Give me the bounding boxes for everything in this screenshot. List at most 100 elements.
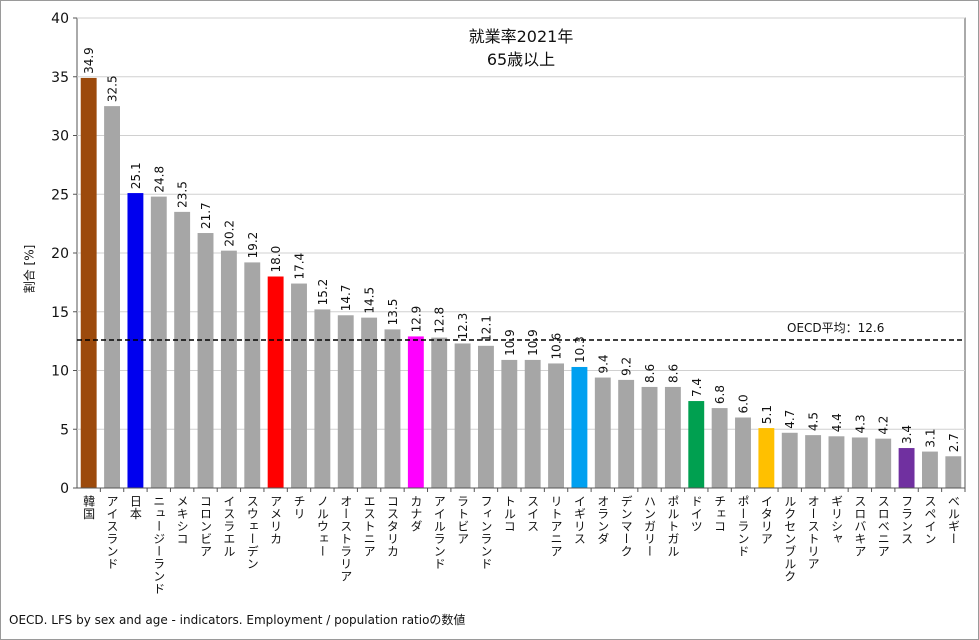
data-label-8: 19.2 <box>246 232 260 259</box>
chart-title: 就業率2021年 <box>468 27 574 46</box>
x-tick-label-8: スウェーデン <box>245 495 259 570</box>
data-label-19: 10.9 <box>503 329 517 356</box>
x-tick-label-24: デンマーク <box>619 495 633 558</box>
x-tick-label-29: ポーランド <box>736 495 750 558</box>
data-label-26: 8.6 <box>666 364 680 383</box>
x-tick-label-20: スイス <box>526 495 540 533</box>
x-tick-label-36: フランス <box>900 495 914 545</box>
bar-8 <box>244 262 261 488</box>
data-label-27: 7.4 <box>690 378 704 397</box>
x-tick-label-1: 韓国 <box>82 495 96 520</box>
x-tick-label-38: ベルギー <box>946 495 960 545</box>
bar-23 <box>594 377 611 488</box>
bar-35 <box>875 438 892 488</box>
bar-13 <box>361 317 378 488</box>
data-label-28: 6.8 <box>713 385 727 404</box>
bar-14 <box>384 329 401 488</box>
x-tick-label-7: イスラエル <box>222 495 236 558</box>
y-tick-label: 15 <box>51 305 69 321</box>
x-tick-label-11: ノルウェー <box>315 495 329 558</box>
x-tick-label-27: ドイツ <box>689 495 703 533</box>
bar-22 <box>571 366 588 488</box>
bar-28 <box>711 408 728 488</box>
bar-5 <box>174 211 191 488</box>
data-label-30: 5.1 <box>760 405 774 424</box>
x-tick-label-4: ニュージーランド <box>152 495 166 595</box>
bar-32 <box>805 435 822 488</box>
bar-2 <box>104 106 120 488</box>
y-tick-label: 5 <box>60 422 69 438</box>
y-tick-label: 10 <box>51 364 69 380</box>
x-tick-label-3: 日本 <box>128 495 142 520</box>
data-label-21: 10.6 <box>550 333 564 360</box>
bar-11 <box>314 309 331 488</box>
y-tick-label: 30 <box>51 129 69 145</box>
data-label-34: 4.3 <box>853 414 867 433</box>
x-tick-label-33: ギリシャ <box>829 495 843 545</box>
data-label-29: 6.0 <box>737 394 751 413</box>
bar-31 <box>781 432 798 488</box>
data-label-13: 14.5 <box>363 287 377 314</box>
oecd-average-label: OECD平均：12.6 <box>787 321 885 335</box>
bar-29 <box>735 417 751 488</box>
x-tick-label-14: コスタリカ <box>385 495 399 558</box>
data-label-5: 23.5 <box>176 181 190 208</box>
bar-37 <box>922 451 938 488</box>
data-label-11: 15.2 <box>316 279 330 306</box>
x-tick-label-18: フィンランド <box>479 495 493 570</box>
x-tick-label-9: アメリカ <box>269 495 283 545</box>
data-label-18: 12.1 <box>479 315 493 342</box>
data-label-20: 10.9 <box>526 329 540 356</box>
bar-4 <box>150 196 167 488</box>
data-label-35: 4.2 <box>877 416 891 435</box>
y-tick-label: 40 <box>51 11 69 27</box>
data-label-10: 17.4 <box>293 253 307 280</box>
data-label-22: 10.3 <box>573 336 587 363</box>
x-tick-label-15: カナダ <box>409 495 423 533</box>
bar-6 <box>197 233 214 488</box>
bar-7 <box>220 250 237 488</box>
bar-10 <box>291 283 307 488</box>
bar-36 <box>898 448 915 488</box>
data-label-33: 4.4 <box>830 413 844 432</box>
x-tick-label-35: スロベニア <box>876 495 890 558</box>
data-label-16: 12.8 <box>433 307 447 334</box>
bar-33 <box>828 436 845 488</box>
x-tick-label-23: オランダ <box>596 495 610 545</box>
data-label-23: 9.4 <box>596 354 610 373</box>
x-tick-label-16: アイルランド <box>432 495 446 570</box>
data-label-24: 9.2 <box>620 357 634 376</box>
x-tick-label-2: アイスランド <box>105 495 119 570</box>
bar-30 <box>758 428 775 488</box>
data-label-38: 2.7 <box>947 433 961 452</box>
data-label-12: 14.7 <box>339 285 353 312</box>
chart-subtitle: 65歳以上 <box>486 50 556 69</box>
x-tick-label-12: オーストラリア <box>339 495 353 583</box>
bar-20 <box>524 359 541 488</box>
bar-19 <box>501 359 518 488</box>
x-tick-label-28: チェコ <box>713 495 727 533</box>
x-tick-label-37: スペイン <box>923 495 937 545</box>
bar-21 <box>548 363 564 488</box>
data-label-2: 32.5 <box>106 75 120 102</box>
x-tick-label-22: イギリス <box>572 495 586 545</box>
x-tick-label-31: ルクセンブルク <box>783 495 797 583</box>
source-note: OECD. LFS by sex and age - indicators. E… <box>9 613 466 627</box>
x-tick-label-34: スロバキア <box>853 495 867 558</box>
bar-9 <box>267 276 284 488</box>
bar-27 <box>688 401 705 488</box>
x-tick-label-30: イタリア <box>759 495 773 545</box>
data-label-25: 8.6 <box>643 364 657 383</box>
data-label-31: 4.7 <box>783 410 797 429</box>
data-label-17: 12.3 <box>456 313 470 340</box>
data-label-6: 21.7 <box>199 202 213 229</box>
x-tick-label-5: メキシコ <box>175 495 189 545</box>
x-tick-label-13: エストニア <box>362 495 376 558</box>
data-label-4: 24.8 <box>152 166 166 193</box>
bar-24 <box>618 379 635 488</box>
data-label-14: 13.5 <box>386 299 400 326</box>
bar-18 <box>478 345 494 488</box>
data-label-36: 3.4 <box>900 425 914 444</box>
bar-17 <box>454 343 471 488</box>
